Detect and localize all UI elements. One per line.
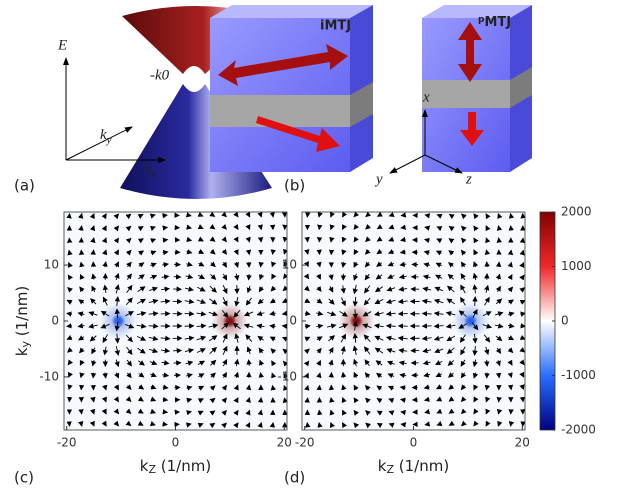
- y-tick-label: 0: [51, 314, 59, 328]
- ky-sub: y: [106, 134, 112, 146]
- field-arrow: [285, 398, 286, 401]
- x-tick-label: 20: [277, 436, 292, 450]
- x-tick-label: 0: [172, 436, 180, 450]
- field-arrow: [283, 326, 288, 327]
- field-arrow: [499, 373, 500, 378]
- y-tick-label: -10: [39, 369, 59, 383]
- colorbar-tick-label: 1000: [561, 259, 592, 273]
- y-tick-label: 0: [289, 314, 297, 328]
- field-arrow: [511, 250, 512, 254]
- x-label-unit: (1/nm): [394, 457, 449, 475]
- y-label-unit: (1/nm): [13, 286, 31, 341]
- y-label: y: [374, 171, 383, 187]
- field-arrow: [81, 226, 82, 229]
- charge: [349, 314, 363, 328]
- kz-sub: z: [151, 168, 157, 180]
- figure: E -k0 k0 ky kz (a) iMTJ pMTJ: [0, 0, 636, 489]
- plot-area: [302, 212, 525, 430]
- x-label: x: [422, 89, 430, 105]
- axis-ky: [66, 127, 132, 160]
- field-arrow: [401, 215, 405, 216]
- top-face: [210, 5, 373, 18]
- axis-y: [390, 155, 425, 173]
- field-arrow: [520, 326, 525, 327]
- energy-label: E: [57, 37, 67, 53]
- barrier: [422, 80, 510, 108]
- panel-b: iMTJ pMTJ x z y (b): [210, 5, 532, 195]
- field-arrow: [163, 227, 167, 228]
- minus-k0-label: -k0: [150, 67, 170, 83]
- pmtj-block: [422, 5, 532, 172]
- charge: [111, 314, 125, 328]
- imtj-label: iMTJ: [320, 19, 351, 34]
- plot-area: [64, 212, 287, 430]
- field-arrow: [523, 398, 524, 401]
- colorbar-tick-label: -1000: [561, 368, 596, 382]
- colorbar-tick-label: -2000: [561, 423, 596, 437]
- z-label: z: [465, 171, 472, 187]
- field-arrow: [475, 297, 476, 306]
- x-label-base: k: [140, 457, 149, 475]
- x-tick-label: 20: [515, 436, 530, 450]
- x-axis-label: kZ (1/nm): [140, 457, 211, 477]
- y-tick-label: 10: [282, 258, 297, 272]
- field-arrow: [487, 262, 488, 267]
- panel-label: (a): [14, 177, 35, 195]
- field-arrow: [511, 386, 512, 390]
- barrier: [210, 95, 350, 127]
- field-arrow: [499, 238, 500, 242]
- colorbar-tick-label: 0: [561, 314, 569, 328]
- panel-label: (b): [284, 177, 305, 195]
- panel-label: (c): [14, 469, 34, 487]
- x-label-base: k: [378, 457, 387, 475]
- colorbar-tick-label: 2000: [561, 205, 592, 219]
- field-arrow: [423, 313, 432, 314]
- field-arrow: [163, 424, 167, 425]
- field-arrow: [249, 274, 250, 280]
- y-tick-label: 10: [44, 258, 59, 272]
- y-tick-label: -10: [277, 369, 297, 383]
- x-label-unit: (1/nm): [156, 457, 211, 475]
- y-axis-label: ky (1/nm): [13, 286, 33, 356]
- field-arrow: [163, 412, 167, 413]
- y-label-base: k: [13, 347, 31, 356]
- field-arrow: [273, 214, 274, 217]
- field-arrow: [273, 423, 274, 426]
- ky-label: ky: [100, 127, 112, 145]
- x-tick-label: 0: [410, 436, 418, 450]
- pmtj-main: MTJ: [484, 15, 511, 30]
- field-arrow: [511, 423, 512, 426]
- x-tick-label: -20: [295, 436, 315, 450]
- field-arrow: [319, 226, 320, 229]
- field-arrow: [285, 238, 286, 241]
- x-axis-label: kZ (1/nm): [378, 457, 449, 477]
- field-arrow: [163, 215, 167, 216]
- x-tick-label: -20: [57, 436, 77, 450]
- field-arrow: [499, 398, 500, 402]
- panel-label: (d): [284, 469, 305, 487]
- field-arrow: [401, 424, 405, 425]
- field-arrow: [273, 250, 274, 254]
